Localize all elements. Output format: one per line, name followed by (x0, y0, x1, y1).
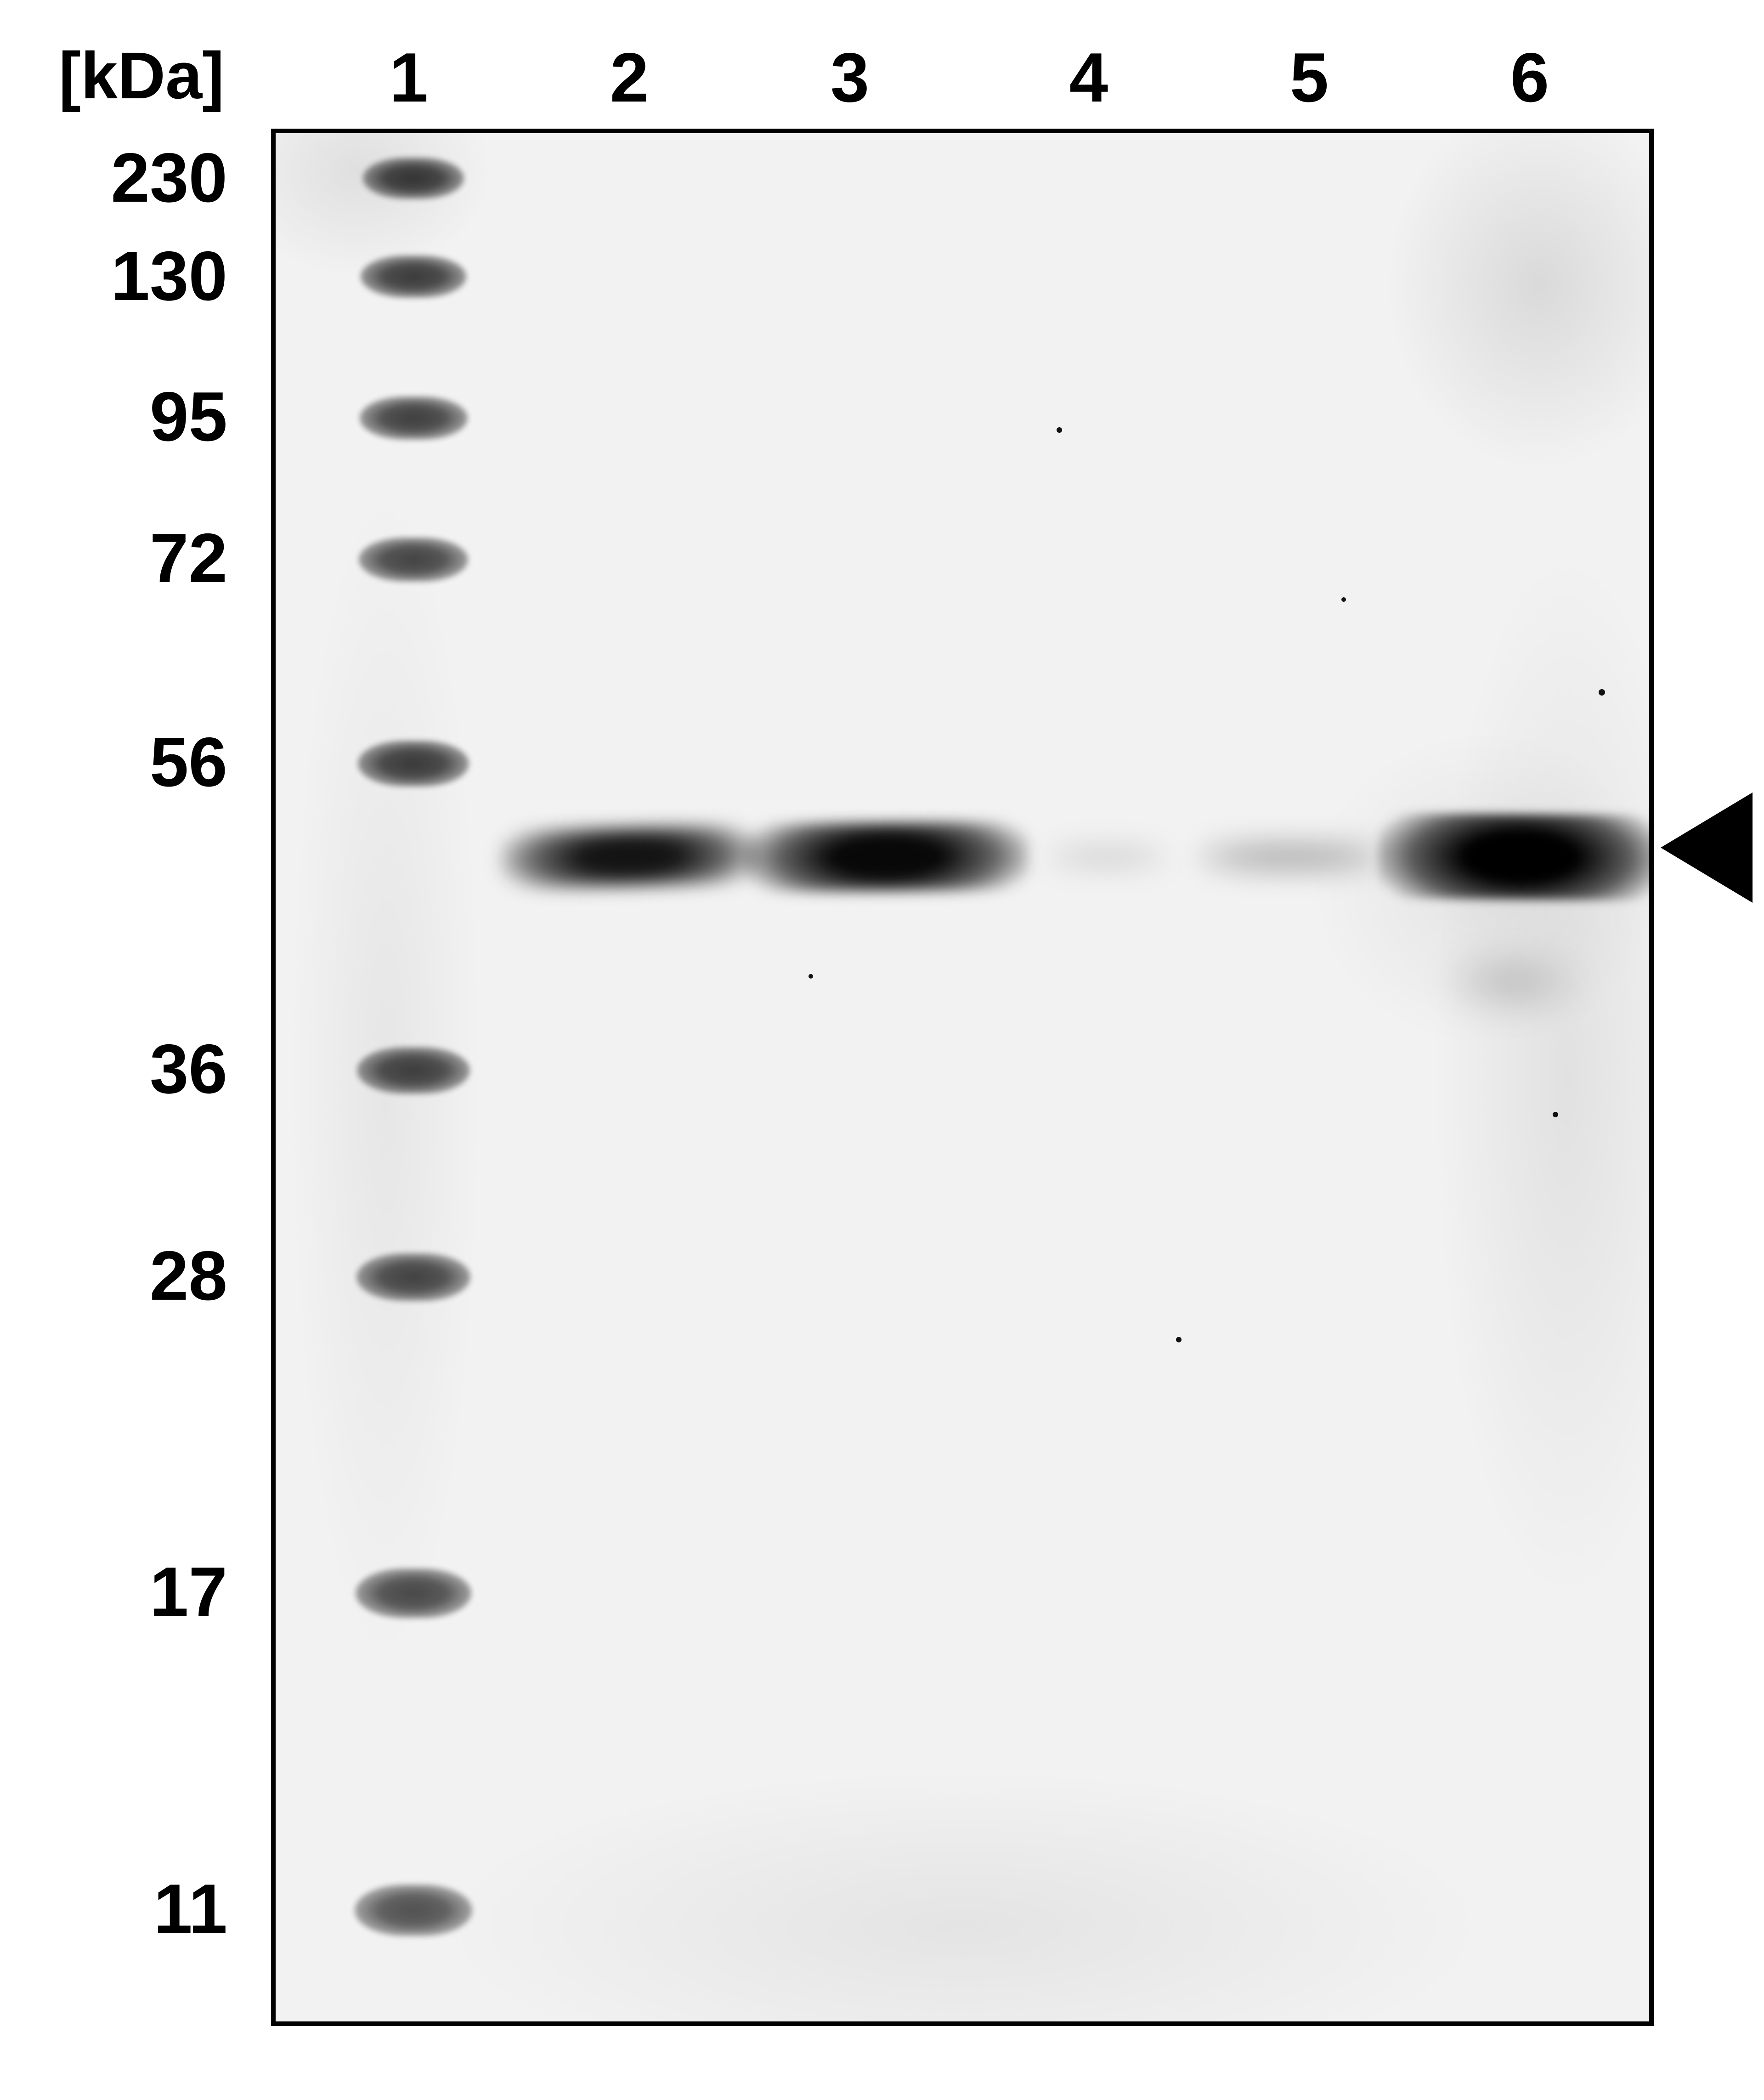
speck-1 (1599, 689, 1605, 696)
mw-label-72: 72 (0, 518, 227, 599)
blot-membrane (271, 129, 1654, 2026)
mw-label-230: 230 (0, 138, 227, 218)
speck-2 (1553, 1112, 1558, 1117)
ladder-band-230 (363, 158, 464, 199)
lane-label-3: 3 (831, 38, 870, 118)
lane-label-1: 1 (390, 38, 429, 118)
lane-label-4: 4 (1069, 38, 1108, 118)
mw-label-95: 95 (0, 377, 227, 457)
mw-label-130: 130 (0, 236, 227, 317)
mw-label-56: 56 (0, 722, 227, 803)
speck-5 (1341, 597, 1346, 602)
target-band-arrowhead-icon (1661, 792, 1753, 903)
ladder-band-17 (356, 1568, 471, 1618)
lane-label-2: 2 (610, 38, 649, 118)
mw-label-11: 11 (0, 1869, 227, 1949)
target-band-lane-3 (744, 821, 1029, 892)
mw-label-17: 17 (0, 1552, 227, 1632)
blot-background (276, 133, 1649, 2021)
speck-0 (1057, 427, 1062, 433)
target-band-lane-2 (500, 824, 758, 890)
ladder-band-11 (355, 1885, 472, 1936)
ladder-band-95 (360, 396, 468, 440)
western-blot-figure: [kDa] 123456 23013095725636281711 (0, 0, 1764, 2100)
speck-3 (1176, 1337, 1182, 1342)
target-band-lane-5 (1194, 839, 1387, 875)
kda-unit-label: [kDa] (59, 38, 224, 114)
ladder-band-36 (357, 1047, 470, 1094)
target-band-lane-4 (1043, 843, 1171, 871)
mw-label-28: 28 (0, 1236, 227, 1316)
ladder-band-56 (358, 741, 469, 787)
lane-label-6: 6 (1510, 38, 1549, 118)
ladder-band-28 (356, 1253, 470, 1301)
ladder-band-72 (359, 538, 468, 582)
ladder-band-130 (361, 255, 466, 298)
speck-4 (808, 974, 813, 979)
mw-label-36: 36 (0, 1029, 227, 1109)
lane-label-5: 5 (1290, 38, 1329, 118)
target-band-lane-6 (1378, 813, 1654, 900)
target-band-lane-6-smear (1433, 956, 1589, 1020)
